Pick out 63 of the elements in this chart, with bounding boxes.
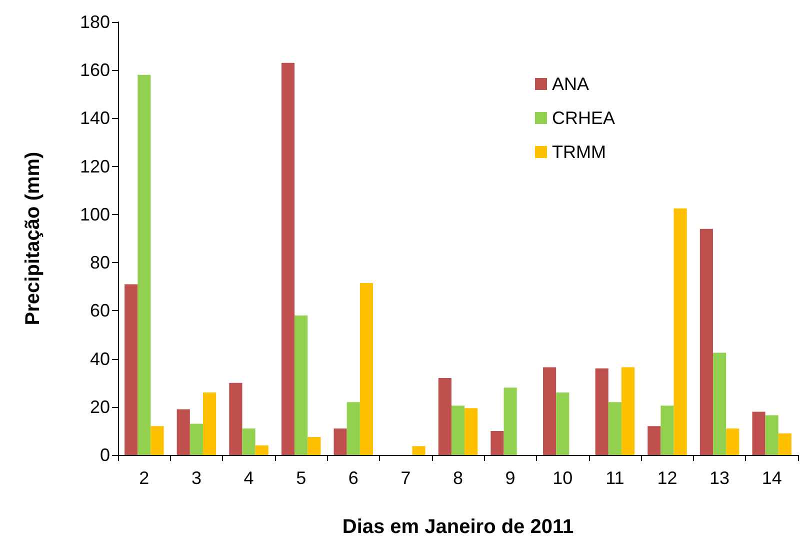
y-tick-label: 100 [80, 204, 110, 224]
x-tick-label: 14 [762, 468, 782, 488]
y-axis-title: Precipitação (mm) [22, 152, 44, 326]
legend-label: ANA [552, 74, 590, 94]
bar [726, 428, 740, 455]
bar [595, 368, 608, 455]
bar [229, 382, 242, 455]
bar [543, 367, 556, 455]
bar [346, 402, 360, 455]
bar [308, 436, 321, 455]
bar [648, 426, 661, 455]
bar [674, 208, 687, 455]
x-tick-label: 8 [452, 468, 464, 488]
y-tick-label: 40 [90, 348, 110, 369]
bar [294, 315, 308, 455]
bar [203, 392, 216, 455]
bar [438, 378, 452, 455]
bar [700, 228, 713, 455]
bar [242, 428, 256, 455]
bar [621, 367, 635, 455]
y-tick-label: 60 [90, 300, 110, 321]
legend-label: CRHEA [552, 108, 616, 128]
x-tick-label: 2 [139, 468, 150, 488]
x-tick-label: 6 [348, 468, 358, 488]
x-tick-label: 12 [657, 468, 678, 488]
x-tick-label: 5 [296, 468, 306, 488]
bar [360, 283, 373, 455]
legend-label: TRMM [552, 142, 606, 162]
y-tick-label: 80 [90, 252, 110, 273]
y-tick-label: 140 [80, 108, 110, 128]
x-tick-label: 13 [710, 468, 730, 488]
y-tick-label: 160 [80, 60, 110, 80]
bar [451, 406, 465, 455]
x-axis-title: Dias em Janeiro de 2011 [342, 516, 574, 538]
bar [138, 74, 151, 455]
bar [778, 433, 792, 455]
y-tick-label: 120 [80, 156, 110, 176]
x-tick-label: 3 [191, 468, 202, 488]
x-tick-label: 10 [552, 468, 573, 488]
bar [124, 284, 138, 455]
bar [334, 428, 347, 455]
x-tick-label: 9 [505, 468, 516, 488]
bar [490, 430, 504, 455]
bar [556, 392, 570, 455]
bar [464, 408, 478, 455]
y-tick-label: 0 [100, 445, 110, 465]
x-tick-label: 11 [606, 468, 624, 488]
bar [765, 415, 778, 455]
bar [660, 406, 674, 455]
bar [255, 445, 268, 455]
bar [281, 62, 295, 455]
x-tick-label: 4 [244, 468, 254, 488]
bar [713, 352, 726, 455]
bar [608, 402, 622, 455]
bar [752, 412, 766, 455]
bar [504, 388, 517, 455]
bar [150, 426, 164, 455]
y-tick-label: 20 [90, 396, 110, 417]
x-tick-label: 7 [400, 468, 411, 488]
y-tick-label: 180 [80, 12, 110, 32]
bar [412, 446, 426, 455]
bar [190, 424, 203, 455]
bar [176, 409, 190, 455]
